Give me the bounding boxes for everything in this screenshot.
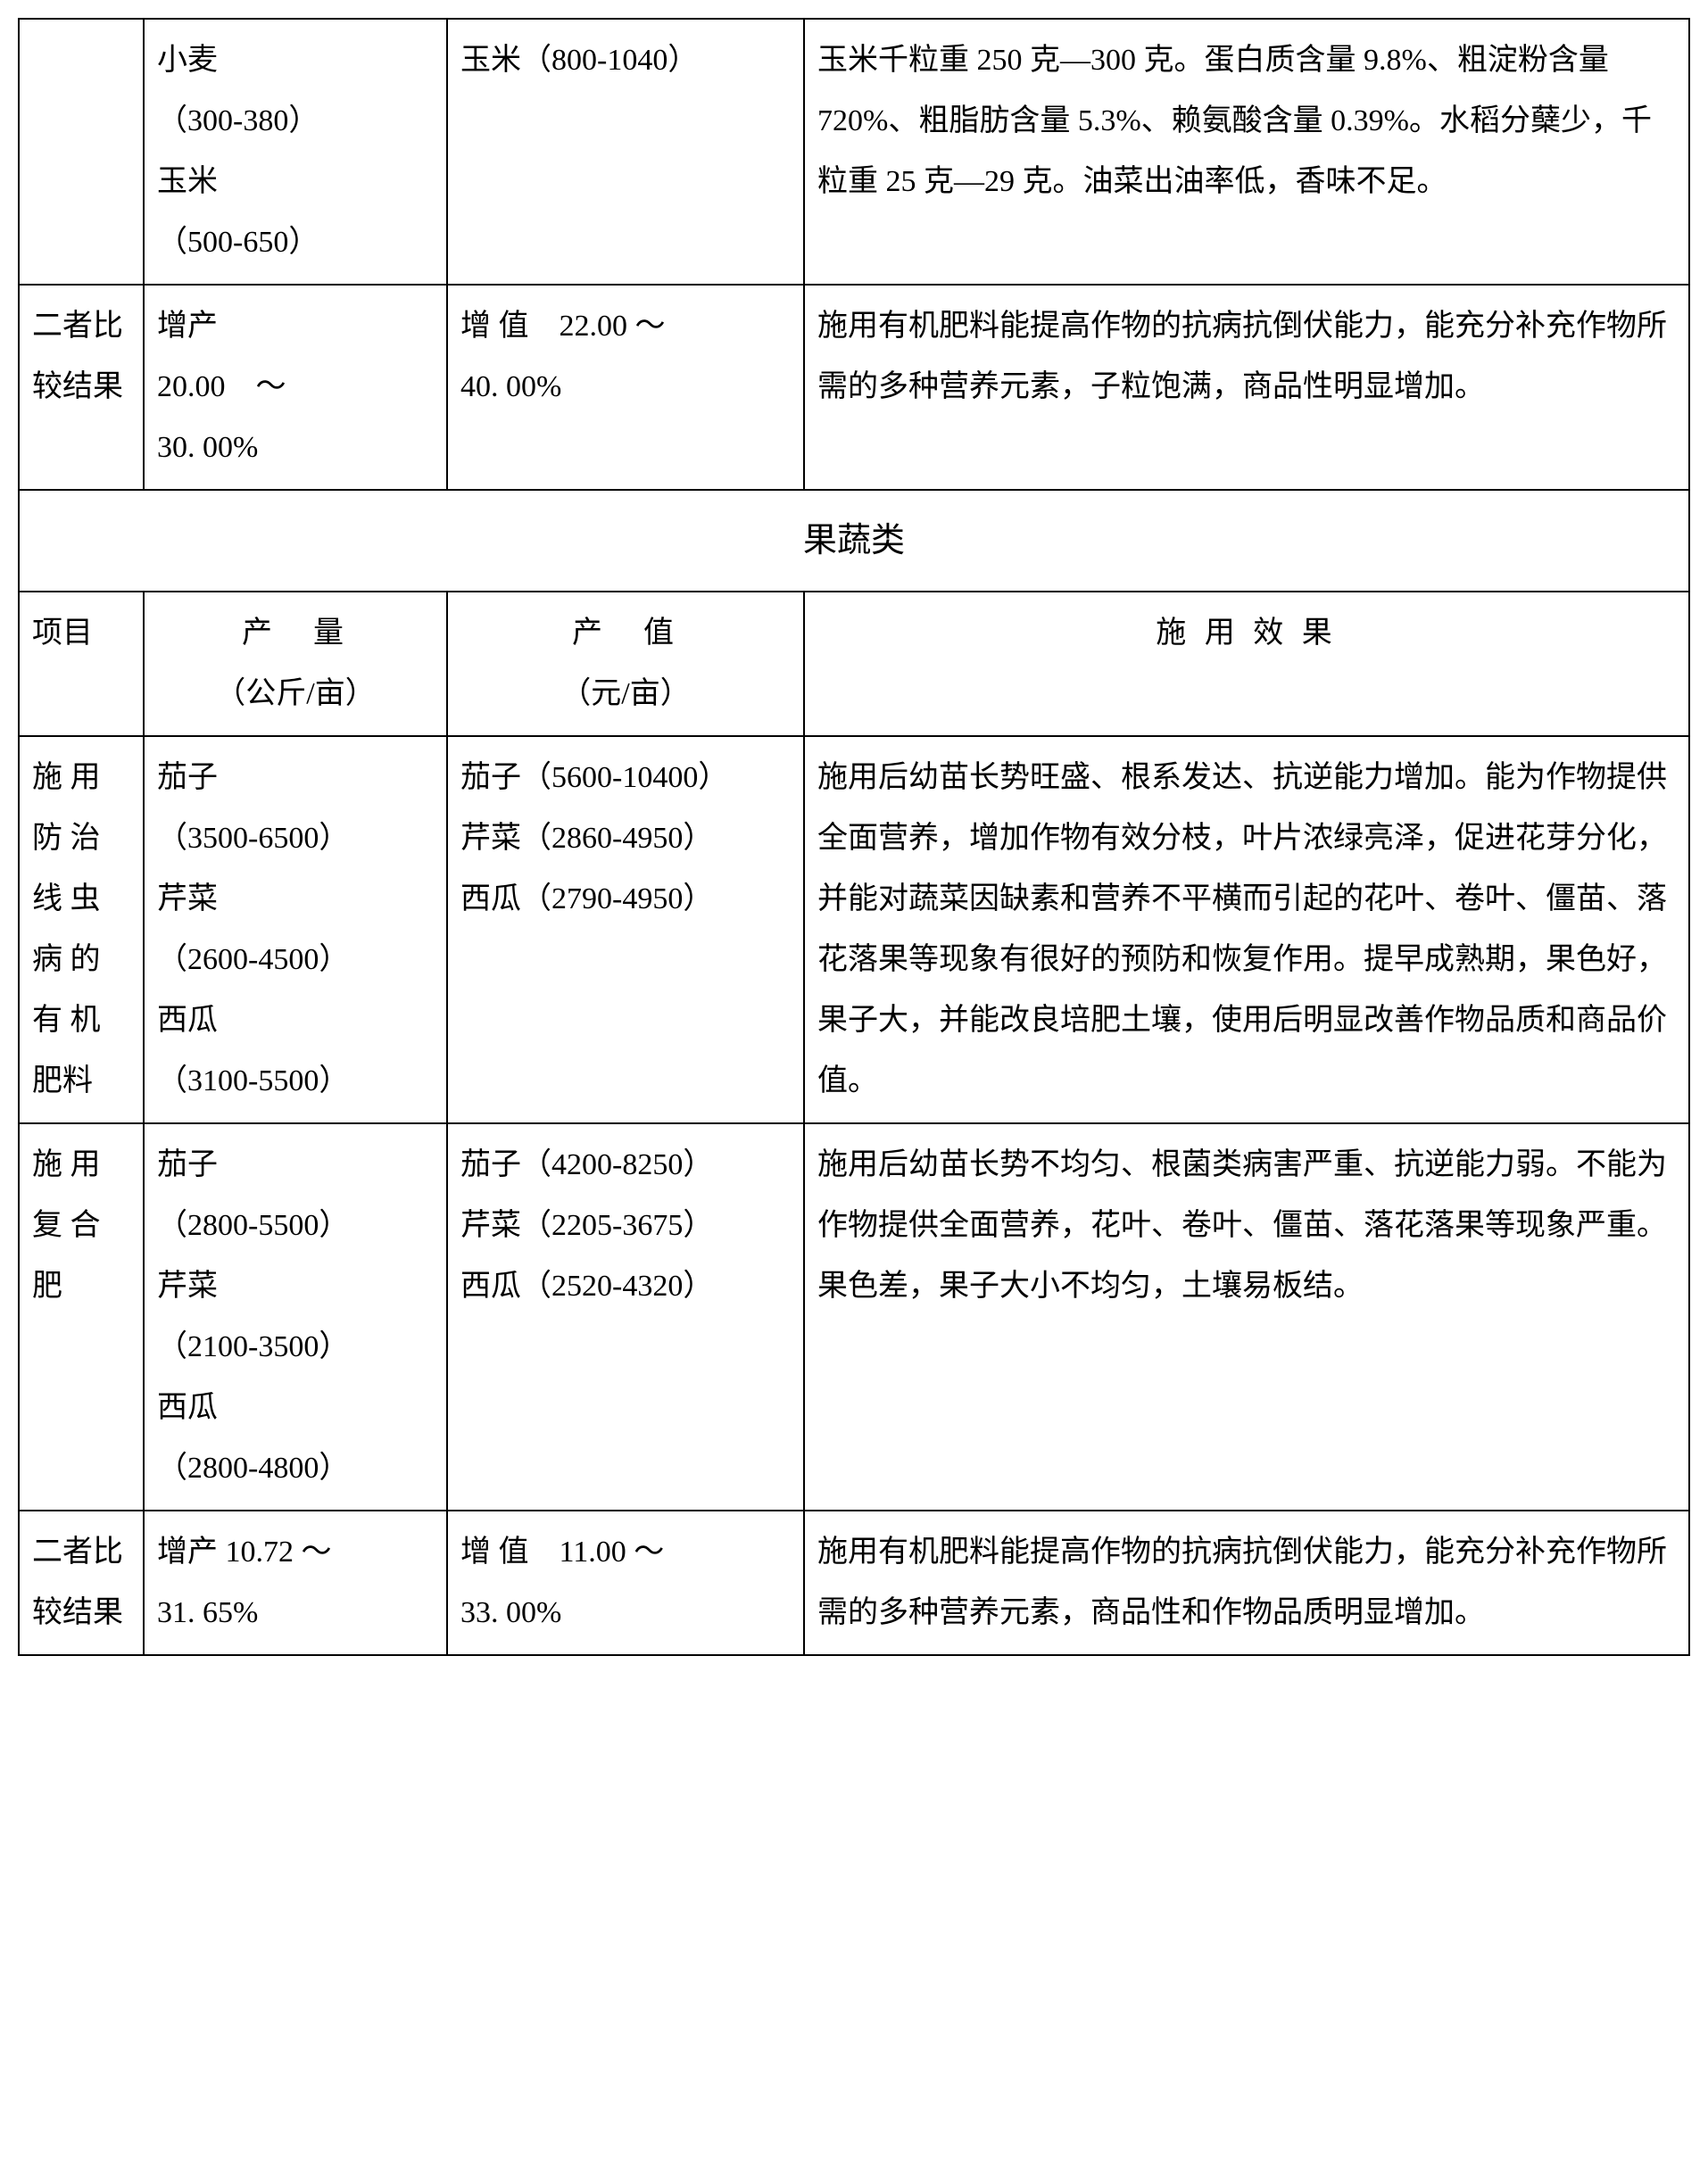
value-text: 茄子（4200-8250） (460, 1135, 791, 1196)
crop-label: 菜 (187, 882, 218, 915)
text: 20.00 ～ (157, 357, 434, 418)
text: 30. 00% (157, 418, 434, 478)
text: 增 值 22.00 ～ (460, 296, 791, 357)
cell-yield: 茄子 （3500-6500） 芹菜 （2600-4500） 西瓜 （3100-5… (144, 736, 447, 1123)
crop-label: 芹 (157, 1270, 187, 1303)
table-row: 施 用防 治线 虫病 的有 机肥料 茄子 （3500-6500） 芹菜 （260… (19, 736, 1689, 1123)
crop-label: 瓜 (187, 1004, 218, 1037)
text: 增 值 11.00 ～ (460, 1522, 791, 1583)
range-text: （2600-4500） (157, 930, 434, 990)
table-header-row: 项目 产 量 （公斤/亩） 产 值 （元/亩） 施 用 效 果 (19, 592, 1689, 736)
col-header-value: 产 值 （元/亩） (447, 592, 804, 736)
range-text: （500-650） (157, 212, 434, 273)
crop-label: 茄 (157, 761, 187, 794)
crop-label: 玉 (157, 165, 187, 198)
cell-effect: 施用后幼苗长势不均匀、根菌类病害严重、抗逆能力弱。不能为作物提供全面营养，花叶、… (804, 1123, 1689, 1511)
section-header: 果蔬类 (19, 490, 1689, 592)
crop-label: 西 (157, 1391, 187, 1424)
range-text: （300-380） (157, 91, 434, 152)
value-text: 西瓜（2520-4320） (460, 1256, 791, 1317)
page-container: 小麦 （300-380） 玉米 （500-650） 玉米（800-1040） 玉… (18, 18, 1690, 1656)
comparison-table: 小麦 （300-380） 玉米 （500-650） 玉米（800-1040） 玉… (18, 18, 1690, 1656)
crop-label: 瓜 (187, 1391, 218, 1424)
cell-effect: 施用有机肥料能提高作物的抗病抗倒伏能力，能充分补充作物所需的多种营养元素，子粒饱… (804, 285, 1689, 490)
value-text: 芹菜（2860-4950） (460, 808, 791, 869)
cell-item: 二者比较结果 (19, 285, 144, 490)
crop-label: 茄 (157, 1148, 187, 1181)
text: 产 (187, 310, 218, 343)
cell-value: 增 值 11.00 ～ 33. 00% (447, 1511, 804, 1655)
table-row: 二者比 较结果 增产 10.72 ～ 31. 65% 增 值 11.00 ～ 3… (19, 1511, 1689, 1655)
cell-yield: 茄子 （2800-5500） 芹菜 （2100-3500） 西瓜 （2800-4… (144, 1123, 447, 1511)
cell-yield: 增产 20.00 ～ 30. 00% (144, 285, 447, 490)
header-sub: （公斤/亩） (157, 664, 434, 724)
text: 31. 65% (157, 1583, 434, 1644)
crop-label: 小 (157, 44, 187, 77)
cell-item: 二者比 较结果 (19, 1511, 144, 1655)
value-text: 芹菜（2205-3675） (460, 1196, 791, 1256)
cell-value: 茄子（4200-8250） 芹菜（2205-3675） 西瓜（2520-4320… (447, 1123, 804, 1511)
crop-label: 菜 (187, 1270, 218, 1303)
cell-item: 施 用复 合肥 (19, 1123, 144, 1511)
cell-value: 增 值 22.00 ～ 40. 00% (447, 285, 804, 490)
text: 33. 00% (460, 1583, 791, 1644)
cell-item (19, 19, 144, 285)
crop-label: 子 (187, 1148, 218, 1181)
header-sub: （元/亩） (460, 664, 791, 724)
cell-item: 施 用防 治线 虫病 的有 机肥料 (19, 736, 144, 1123)
crop-label: 芹 (157, 882, 187, 915)
header-main: 产 量 (242, 617, 349, 650)
text: 40. 00% (460, 357, 791, 418)
range-text: （2800-5500） (157, 1196, 434, 1256)
col-header-yield: 产 量 （公斤/亩） (144, 592, 447, 736)
text: 增产 10.72 ～ (157, 1522, 434, 1583)
cell-yield: 小麦 （300-380） 玉米 （500-650） (144, 19, 447, 285)
crop-label: 米 (187, 165, 218, 198)
crop-label: 西 (157, 1004, 187, 1037)
text: 增 (157, 310, 187, 343)
table-row: 二者比较结果 增产 20.00 ～ 30. 00% 增 值 22.00 ～ 40… (19, 285, 1689, 490)
cell-effect: 玉米千粒重 250 克—300 克。蛋白质含量 9.8%、粗淀粉含量 720%、… (804, 19, 1689, 285)
col-header-effect: 施 用 效 果 (804, 592, 1689, 736)
cell-effect: 施用有机肥料能提高作物的抗病抗倒伏能力，能充分补充作物所需的多种营养元素，商品性… (804, 1511, 1689, 1655)
range-text: （2100-3500） (157, 1317, 434, 1378)
crop-label: 麦 (187, 44, 218, 77)
value-text: 茄子（5600-10400） (460, 748, 791, 808)
cell-value: 茄子（5600-10400） 芹菜（2860-4950） 西瓜（2790-495… (447, 736, 804, 1123)
cell-effect: 施用后幼苗长势旺盛、根系发达、抗逆能力增加。能为作物提供全面营养，增加作物有效分… (804, 736, 1689, 1123)
table-row: 小麦 （300-380） 玉米 （500-650） 玉米（800-1040） 玉… (19, 19, 1689, 285)
range-text: （2800-4800） (157, 1438, 434, 1499)
table-row: 施 用复 合肥 茄子 （2800-5500） 芹菜 （2100-3500） 西瓜… (19, 1123, 1689, 1511)
cell-value: 玉米（800-1040） (447, 19, 804, 285)
cell-yield: 增产 10.72 ～ 31. 65% (144, 1511, 447, 1655)
value-text: 西瓜（2790-4950） (460, 869, 791, 930)
range-text: （3500-6500） (157, 808, 434, 869)
col-header-item: 项目 (19, 592, 144, 736)
header-main: 产 值 (572, 617, 679, 650)
range-text: （3100-5500） (157, 1051, 434, 1112)
section-header-row: 果蔬类 (19, 490, 1689, 592)
crop-label: 子 (187, 761, 218, 794)
